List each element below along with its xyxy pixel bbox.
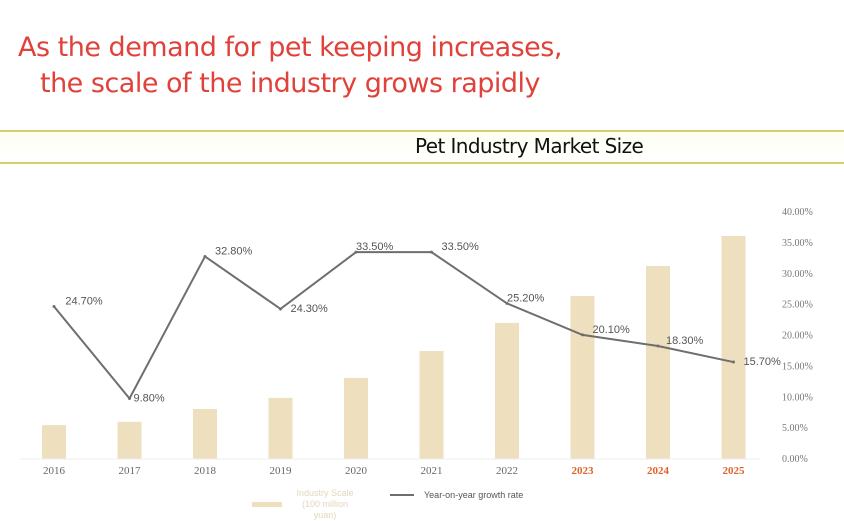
data-label-2019: 24.30% (291, 303, 329, 315)
y2-tick-label: 15.00% (782, 361, 813, 372)
bar-2023 (570, 295, 595, 459)
x-tick-label: 2024 (647, 465, 670, 477)
bar-2018 (193, 409, 217, 459)
headline: As the demand for pet keeping increases,… (0, 30, 580, 102)
y2-tick-label: 0.00% (782, 454, 808, 465)
headline-line-2: the scale of the industry grows rapidly (39, 68, 541, 99)
growth-point-2020 (354, 250, 358, 254)
bar-2025 (721, 236, 746, 459)
growth-point-2021 (430, 250, 433, 254)
growth-point-2019 (279, 307, 282, 311)
bar-2022 (495, 322, 519, 459)
data-label-2024: 18.30% (666, 335, 704, 347)
headline-line-1: As the demand for pet keeping increases, (18, 32, 562, 63)
growth-point-2023 (581, 333, 584, 337)
legend-item-line: Year-on-year growth rate (390, 490, 523, 500)
bar-2021 (419, 350, 444, 459)
x-tick-label: 2017 (119, 465, 142, 477)
x-tick-label: 2019 (270, 465, 293, 477)
bar-2024 (646, 265, 670, 459)
x-tick-label: 2023 (572, 465, 595, 477)
y2-tick-label: 35.00% (782, 238, 813, 249)
x-tick-label: 2020 (345, 465, 368, 477)
y2-tick-label: 20.00% (782, 331, 813, 342)
y2-tick-label: 40.00% (782, 207, 813, 218)
growth-rate-line (53, 251, 734, 401)
growth-point-2022 (505, 301, 509, 305)
data-label-2017: 9.80% (134, 392, 165, 404)
x-tick-label: 2025 (723, 465, 746, 477)
x-tick-label: 2018 (194, 465, 217, 477)
x-tick-label: 2016 (43, 465, 66, 477)
legend-swatch-line (390, 494, 414, 496)
title-band (0, 130, 844, 164)
legend-swatch-bar (252, 502, 282, 507)
x-tick-label: 2022 (496, 465, 518, 477)
chart-title: Pet Industry Market Size (415, 134, 644, 158)
data-label-2025: 15.70% (744, 356, 782, 368)
data-label-2020: 33.50% (356, 241, 394, 253)
legend-item-bars: Industry Scale (100 million yuan) (252, 488, 360, 521)
growth-point-2016 (52, 304, 56, 308)
growth-point-2017 (128, 396, 131, 400)
bar-2019 (268, 397, 293, 459)
y2-tick-label: 10.00% (782, 392, 813, 403)
bar-2016 (42, 425, 66, 459)
y2-tick-label: 25.00% (782, 300, 813, 311)
data-label-2016: 24.70% (65, 295, 103, 307)
legend-label-bars: Industry Scale (100 million yuan) (296, 488, 354, 520)
growth-point-2018 (203, 254, 207, 258)
legend-label-line: Year-on-year growth rate (424, 490, 524, 500)
data-label-2023: 20.10% (593, 324, 631, 336)
y2-tick-label: 30.00% (782, 269, 813, 280)
growth-point-2024 (656, 344, 660, 348)
bar-2017 (117, 421, 142, 459)
growth-point-2025 (732, 360, 735, 364)
bar-2020 (344, 377, 368, 459)
data-label-2022: 25.20% (507, 292, 545, 304)
y2-tick-label: 5.00% (782, 423, 808, 434)
x-tick-label: 2021 (421, 465, 443, 477)
data-label-2018: 32.80% (215, 245, 253, 257)
data-label-2021: 33.50% (442, 241, 480, 253)
